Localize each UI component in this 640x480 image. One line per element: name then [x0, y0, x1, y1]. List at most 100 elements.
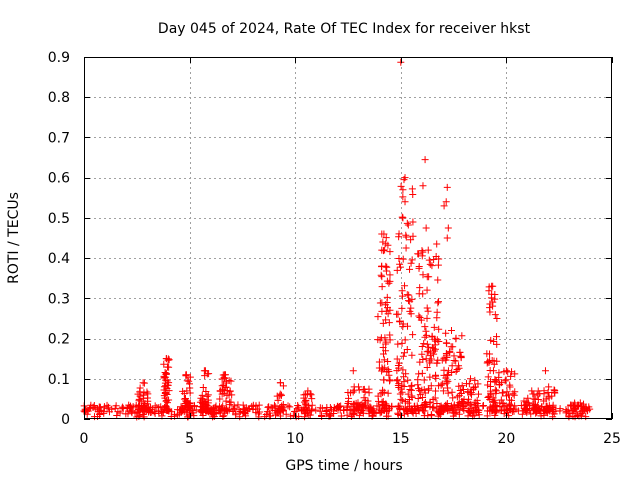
data-point	[487, 336, 495, 344]
data-point	[180, 405, 188, 413]
y-tick-label: 0.1	[48, 372, 70, 388]
data-point	[436, 411, 444, 419]
data-point	[420, 386, 428, 394]
data-point	[464, 407, 472, 415]
data-point	[499, 389, 507, 397]
data-point	[395, 254, 403, 262]
data-point	[414, 250, 422, 258]
data-point	[407, 236, 415, 244]
data-point	[437, 406, 445, 414]
data-point	[377, 390, 385, 398]
data-point	[453, 366, 461, 374]
y-tick-label: 0.6	[48, 171, 70, 187]
data-point	[394, 376, 402, 384]
data-point	[408, 256, 416, 264]
data-point	[155, 407, 163, 415]
data-point	[226, 401, 234, 409]
data-point	[565, 413, 573, 421]
data-point	[141, 399, 149, 407]
data-point	[89, 403, 97, 411]
data-point	[105, 403, 113, 411]
grid	[84, 57, 612, 419]
data-point	[419, 248, 427, 256]
data-point	[418, 343, 426, 350]
data-point	[402, 244, 410, 252]
data-point	[225, 391, 233, 399]
data-point	[507, 372, 515, 380]
data-point	[184, 413, 192, 421]
data-point	[401, 198, 409, 206]
data-point	[431, 337, 439, 345]
chart-title: Day 045 of 2024, Rate Of TEC Index for r…	[158, 21, 531, 37]
data-point	[455, 410, 463, 418]
data-point	[355, 386, 363, 394]
data-point	[381, 364, 389, 372]
data-point	[433, 359, 441, 367]
data-point	[448, 402, 456, 410]
data-point	[274, 396, 282, 404]
data-point	[277, 403, 285, 411]
data-point	[380, 376, 388, 384]
data-point	[374, 397, 382, 405]
data-point	[438, 380, 446, 388]
data-point	[382, 338, 390, 346]
data-point	[190, 412, 198, 420]
x-tick-label: 25	[603, 431, 621, 447]
data-point	[504, 368, 512, 376]
data-point	[380, 356, 388, 364]
data-point	[202, 401, 210, 409]
data-point	[236, 408, 244, 416]
data-point	[485, 359, 493, 367]
data-point	[439, 387, 447, 395]
data-point	[459, 403, 467, 411]
data-point	[178, 406, 186, 414]
data-point	[426, 357, 434, 365]
data-point	[139, 405, 147, 413]
data-point	[506, 401, 514, 409]
data-point	[402, 231, 410, 239]
data-point	[397, 58, 405, 66]
data-point	[489, 402, 497, 410]
data-point	[186, 389, 194, 397]
data-point	[490, 338, 498, 346]
data-point	[400, 176, 408, 184]
data-point	[399, 352, 407, 360]
data-point	[447, 327, 455, 335]
data-point	[571, 413, 579, 421]
data-point	[398, 304, 406, 312]
data-point	[585, 403, 593, 411]
data-point	[292, 413, 300, 421]
data-point	[379, 238, 387, 246]
y-tick-label: 0.3	[48, 291, 70, 307]
data-point	[255, 401, 263, 409]
data-point	[444, 367, 452, 375]
data-point	[487, 389, 495, 397]
data-point	[431, 394, 439, 402]
data-point	[505, 400, 513, 408]
data-point	[384, 366, 392, 374]
y-tick-label: 0.7	[48, 130, 70, 146]
data-point	[96, 403, 104, 411]
y-tick-label: 0.8	[48, 90, 70, 106]
data-point	[435, 325, 443, 333]
data-point	[286, 403, 294, 411]
data-point	[385, 371, 393, 379]
data-point	[452, 334, 460, 342]
data-point	[562, 406, 570, 414]
data-point	[144, 390, 152, 398]
data-point	[404, 399, 412, 407]
data-point	[151, 402, 159, 410]
data-point	[397, 395, 405, 403]
data-point	[528, 387, 536, 395]
data-point	[398, 287, 406, 295]
data-point	[434, 261, 442, 269]
data-point	[409, 232, 417, 240]
data-point	[358, 400, 366, 408]
data-point	[225, 377, 233, 385]
data-point	[506, 381, 514, 389]
y-tick-label: 0.2	[48, 332, 70, 348]
data-point	[493, 315, 501, 323]
data-point	[400, 349, 408, 357]
data-point	[453, 393, 461, 401]
